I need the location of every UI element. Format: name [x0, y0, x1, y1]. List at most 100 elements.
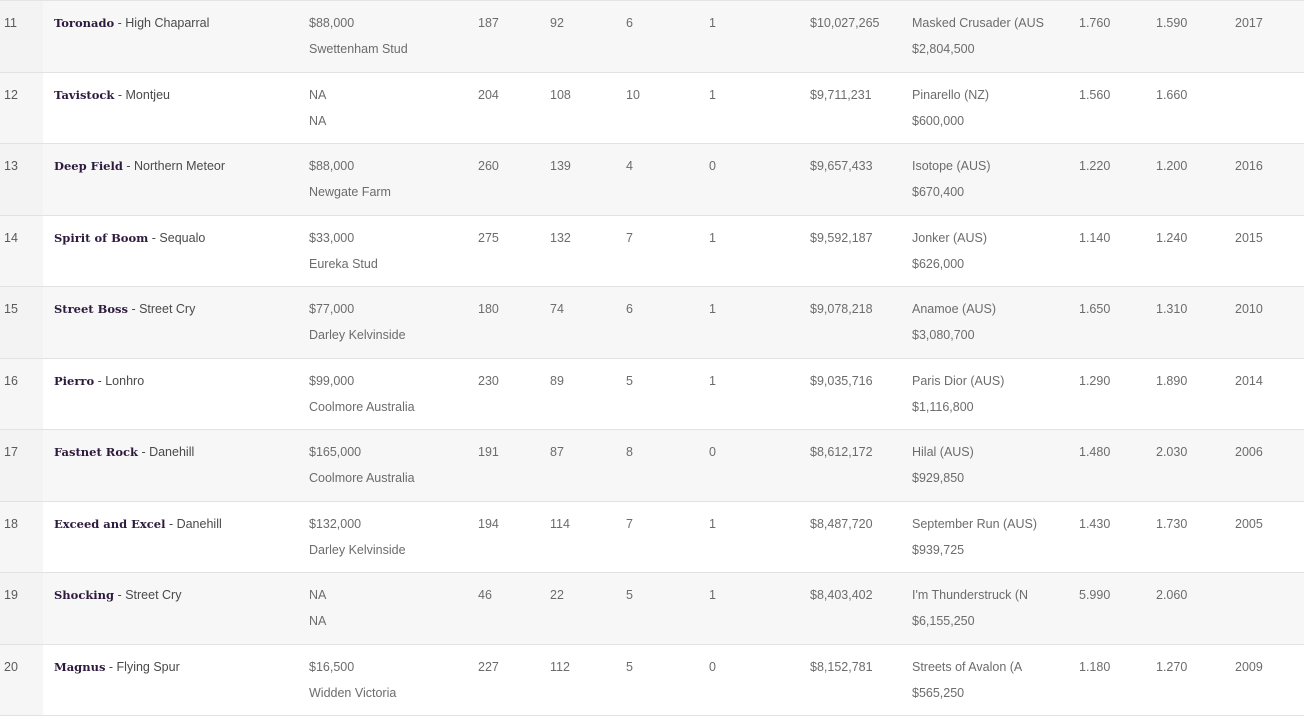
winners: 114 [550, 516, 570, 531]
runners: 194 [478, 516, 499, 531]
rank-cell [0, 72, 43, 143]
best-horse-prize: $6,155,250 [912, 614, 975, 628]
best-horse: Pinarello (NZ) [912, 87, 990, 102]
rank-cell [0, 358, 43, 429]
rank-cell [0, 430, 43, 501]
index-1: 1.180 [1079, 659, 1111, 674]
rank: 16 [4, 373, 18, 388]
table-row[interactable]: 15 Street Boss - Street Cry $77,000 Darl… [0, 287, 1304, 359]
rank: 19 [4, 588, 18, 602]
service-fee: $77,000 [309, 302, 355, 316]
stud-farm: NA [309, 113, 327, 128]
table-row[interactable]: 14 Spirit of Boom - Sequalo $33,000 Eure… [0, 215, 1304, 287]
total-earnings: $9,078,218 [810, 302, 873, 316]
group1-winners: 1 [709, 16, 716, 30]
sire-link[interactable]: Tavistock [54, 87, 115, 102]
winners: 89 [550, 373, 564, 388]
table-row[interactable]: 17 Fastnet Rock - Danehill $165,000 Cool… [0, 430, 1304, 502]
table-row[interactable]: 12 Tavistock - Montjeu NA NA 204 108 10 … [0, 72, 1304, 144]
group1-winners: 1 [709, 373, 716, 388]
sire-link[interactable]: Pierro [54, 373, 95, 388]
table-row[interactable]: 11 Toronado - High Chaparral $88,000 Swe… [0, 1, 1304, 73]
index-1: 1.140 [1079, 230, 1111, 245]
stakes-winners: 8 [626, 445, 633, 459]
stud-farm: Darley Kelvinside [309, 542, 406, 557]
first-season-year: 2017 [1235, 16, 1263, 30]
total-earnings: $8,487,720 [810, 516, 873, 531]
service-fee: $33,000 [309, 230, 355, 245]
total-earnings: $8,612,172 [810, 445, 873, 459]
best-horse-prize: $939,725 [912, 542, 965, 557]
total-earnings: $9,711,231 [810, 87, 872, 102]
service-fee: $16,500 [309, 659, 355, 674]
rank-cell [0, 287, 43, 358]
separator: - [137, 445, 150, 459]
service-fee: NA [309, 588, 327, 602]
sire-link[interactable]: Deep Field [54, 159, 123, 173]
best-horse-prize: $565,250 [912, 685, 965, 700]
table-row[interactable]: 13 Deep Field - Northern Meteor $88,000 … [0, 144, 1304, 216]
separator: - [148, 230, 160, 245]
rank-cell [0, 215, 43, 286]
rank: 17 [4, 445, 18, 459]
sire-link[interactable]: Shocking [54, 588, 115, 602]
service-fee: $88,000 [309, 16, 355, 30]
best-horse-prize: $670,400 [912, 185, 965, 199]
rank: 12 [4, 87, 18, 102]
stakes-winners: 5 [626, 588, 633, 602]
stud-farm: Coolmore Australia [309, 471, 415, 485]
best-horse: Streets of Avalon (A [912, 659, 1023, 674]
group1-winners: 0 [709, 159, 716, 173]
sire-link[interactable]: Exceed and Excel [54, 516, 166, 531]
sire-link[interactable]: Magnus [54, 659, 106, 674]
table-row[interactable]: 20 Magnus - Flying Spur $16,500 Widden V… [0, 644, 1304, 716]
rank-cell [0, 144, 43, 215]
runners: 191 [478, 445, 499, 459]
winners: 92 [550, 16, 564, 30]
best-horse-prize: $2,804,500 [912, 42, 975, 56]
stud-farm: NA [309, 614, 327, 628]
rank-cell [0, 501, 43, 572]
table-row[interactable]: 19 Shocking - Street Cry NA NA 46 22 5 1… [0, 573, 1304, 645]
runners: 180 [478, 302, 499, 316]
stakes-winners: 6 [626, 302, 633, 316]
stakes-winners: 5 [626, 659, 633, 674]
rank-cell [0, 1, 43, 72]
stakes-winners: 6 [626, 16, 633, 30]
sire-link[interactable]: Fastnet Rock [54, 445, 138, 459]
separator: - [165, 516, 177, 531]
index-1: 1.560 [1079, 87, 1111, 102]
sire-link[interactable]: Toronado [54, 16, 115, 30]
dam-sire: Danehill [176, 516, 222, 531]
index-2: 2.060 [1156, 588, 1188, 602]
index-1: 1.220 [1079, 159, 1111, 173]
runners: 187 [478, 16, 499, 30]
group1-winners: 1 [709, 588, 716, 602]
index-2: 1.890 [1156, 373, 1188, 388]
group1-winners: 0 [709, 445, 716, 459]
stakes-winners: 4 [626, 159, 633, 173]
winners: 22 [550, 588, 564, 602]
winners: 87 [550, 445, 564, 459]
best-horse-prize: $3,080,700 [912, 328, 975, 342]
rank: 15 [4, 302, 18, 316]
separator: - [114, 16, 126, 30]
total-earnings: $8,403,402 [810, 588, 873, 602]
best-horse: I'm Thunderstruck (N [912, 588, 1029, 602]
index-1: 5.990 [1079, 588, 1111, 602]
rank: 14 [4, 230, 18, 245]
winners: 112 [550, 659, 570, 674]
sire-link[interactable]: Spirit of Boom [54, 230, 149, 245]
separator: - [114, 87, 126, 102]
first-season-year: 2014 [1235, 373, 1263, 388]
stud-farm: Coolmore Australia [309, 399, 415, 414]
sire-link[interactable]: Street Boss [54, 302, 128, 316]
runners: 275 [478, 230, 499, 245]
winners: 132 [550, 230, 571, 245]
dam-sire: High Chaparral [125, 16, 210, 30]
first-season-year: 2009 [1235, 659, 1263, 674]
dam-sire: Flying Spur [116, 659, 180, 674]
table-row[interactable]: 18 Exceed and Excel - Danehill $132,000 … [0, 501, 1304, 573]
group1-winners: 1 [709, 302, 716, 316]
table-row[interactable]: 16 Pierro - Lonhro $99,000 Coolmore Aust… [0, 358, 1304, 430]
